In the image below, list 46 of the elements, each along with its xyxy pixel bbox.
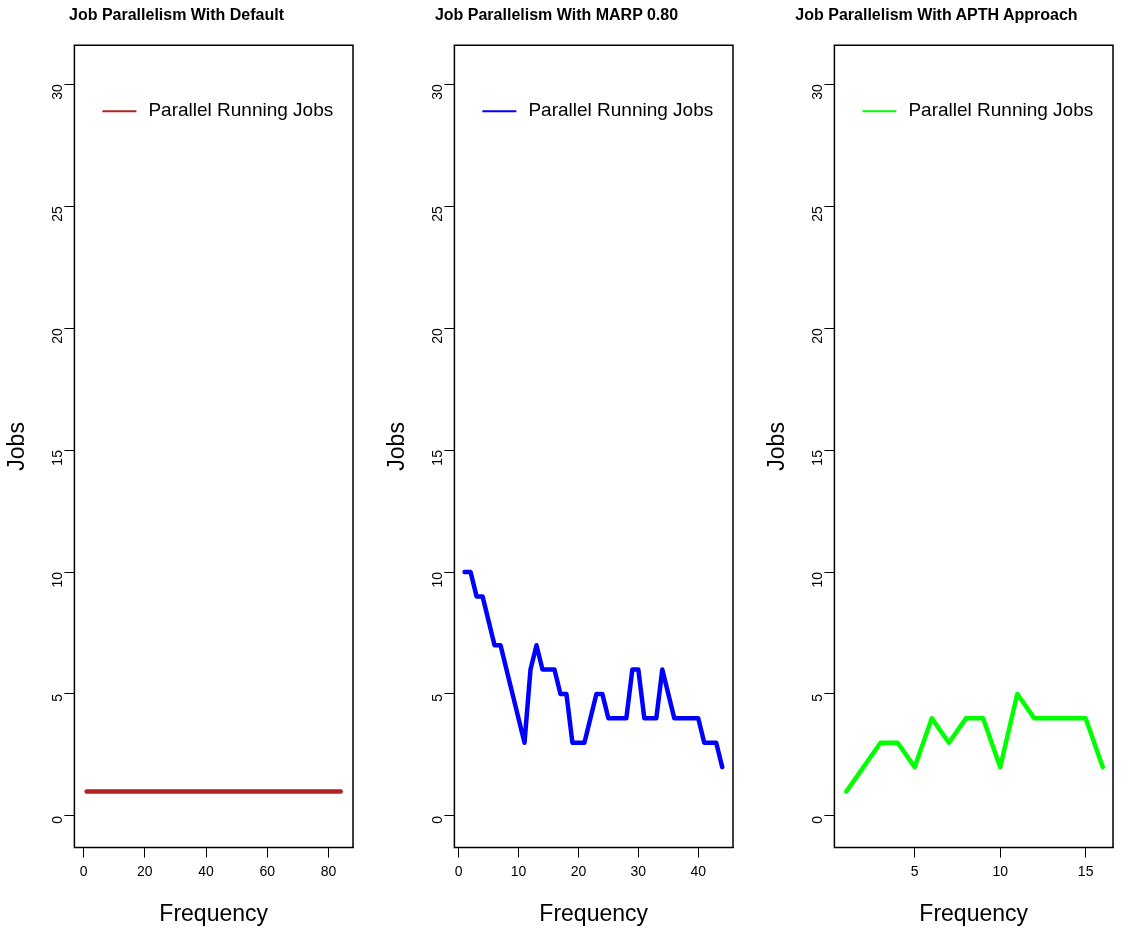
y-tick-label: 30 bbox=[809, 84, 826, 100]
y-tick-label: 20 bbox=[49, 327, 66, 344]
y-tick-label: 5 bbox=[809, 693, 826, 702]
x-tick-label: 0 bbox=[454, 862, 463, 879]
y-tick-label: 0 bbox=[809, 815, 826, 824]
y-axis-title: Jobs bbox=[3, 422, 30, 471]
y-tick-label: 10 bbox=[49, 571, 66, 588]
x-axis-title: Frequency bbox=[919, 899, 1029, 926]
y-tick-label: 0 bbox=[429, 815, 446, 824]
y-tick-label: 15 bbox=[809, 449, 826, 466]
y-axis-title: Jobs bbox=[763, 422, 790, 471]
x-tick-label: 10 bbox=[992, 862, 1009, 879]
y-tick-label: 5 bbox=[49, 693, 66, 702]
legend-label: Parallel Running Jobs bbox=[908, 99, 1094, 121]
y-tick-label: 20 bbox=[429, 327, 446, 344]
x-tick-label: 20 bbox=[570, 862, 587, 879]
y-tick-label: 25 bbox=[49, 205, 66, 222]
y-tick-label: 15 bbox=[49, 449, 66, 466]
x-axis-title: Frequency bbox=[159, 899, 269, 926]
x-tick-label: 5 bbox=[910, 862, 919, 879]
y-tick-label: 30 bbox=[49, 84, 66, 100]
x-tick-label: 20 bbox=[137, 862, 153, 879]
x-tick-label: 40 bbox=[690, 862, 707, 879]
legend-label: Parallel Running Jobs bbox=[528, 99, 714, 121]
x-tick-label: 0 bbox=[79, 862, 88, 879]
y-tick-label: 20 bbox=[809, 327, 826, 344]
x-tick-label: 15 bbox=[1077, 862, 1094, 879]
y-tick-label: 10 bbox=[429, 571, 446, 588]
y-tick-label: 25 bbox=[429, 205, 446, 222]
y-tick-label: 25 bbox=[809, 205, 826, 222]
y-tick-label: 5 bbox=[429, 693, 446, 702]
x-tick-label: 10 bbox=[510, 862, 527, 879]
y-tick-label: 15 bbox=[429, 449, 446, 466]
legend-label: Parallel Running Jobs bbox=[148, 99, 334, 121]
x-tick-label: 60 bbox=[259, 862, 276, 879]
y-tick-label: 0 bbox=[49, 815, 66, 824]
chart-title: Job Parallelism With Default bbox=[68, 6, 285, 24]
x-tick-label: 30 bbox=[630, 862, 647, 879]
chart-title: Job Parallelism With MARP 0.80 bbox=[434, 6, 679, 24]
y-tick-label: 30 bbox=[429, 84, 446, 100]
x-axis-title: Frequency bbox=[539, 899, 649, 926]
y-axis-title: Jobs bbox=[383, 422, 410, 471]
y-tick-label: 10 bbox=[809, 571, 826, 588]
chart-title: Job Parallelism With APTH Approach bbox=[795, 6, 1078, 24]
x-tick-label: 80 bbox=[320, 862, 337, 879]
x-tick-label: 40 bbox=[198, 862, 215, 879]
